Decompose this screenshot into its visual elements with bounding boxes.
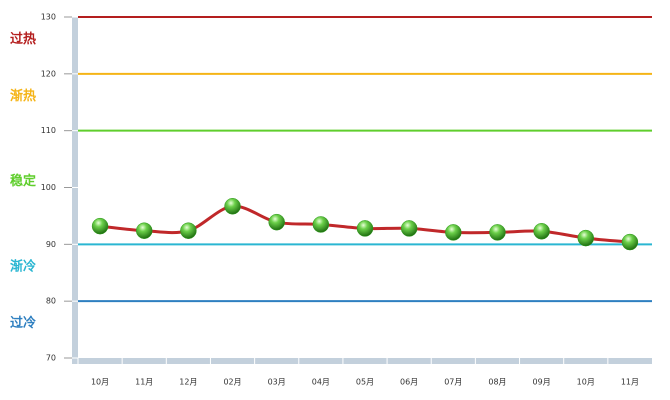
point: [224, 198, 241, 215]
y-tick-label: 80: [46, 297, 56, 306]
y-tick-label: 70: [46, 354, 56, 363]
y-tick-label: 130: [41, 13, 56, 22]
point: [621, 233, 639, 251]
x-axis-bar: [72, 358, 652, 364]
zone-label: 渐冷: [10, 258, 36, 274]
x-tick-label: 03月: [268, 378, 286, 387]
point: [400, 220, 418, 237]
x-tick-label: 12月: [179, 378, 197, 387]
point: [445, 224, 462, 241]
point: [268, 213, 285, 231]
x-tick-label: 08月: [488, 378, 506, 387]
point: [135, 222, 153, 239]
x-tick-label: 02月: [223, 378, 241, 387]
x-tick-label: 11月: [621, 378, 639, 387]
point: [312, 216, 330, 233]
zone-label: 渐热: [10, 88, 36, 104]
x-tick-label: 06月: [400, 378, 418, 387]
point: [356, 220, 374, 237]
x-tick-label: 09月: [533, 378, 551, 387]
y-tick-label: 120: [41, 69, 56, 78]
x-tick-label: 10月: [577, 378, 595, 387]
x-tick-label: 10月: [91, 378, 109, 387]
x-tick-label: 11月: [135, 378, 153, 387]
y-tick-label: 110: [41, 126, 56, 135]
x-tick-label: 07月: [444, 378, 462, 387]
point: [180, 222, 197, 239]
y-axis-bar: [72, 17, 78, 364]
x-tick-label: 04月: [312, 378, 330, 387]
point: [489, 224, 506, 241]
zone-label: 过热: [10, 31, 36, 47]
y-tick-label: 90: [46, 240, 56, 249]
zone-label: 稳定: [10, 173, 36, 189]
point: [577, 229, 595, 247]
point: [91, 217, 109, 235]
y-tick-label: 100: [41, 183, 56, 192]
point: [533, 223, 550, 240]
x-tick-label: 05月: [356, 378, 374, 387]
zone-label: 过冷: [10, 315, 36, 331]
